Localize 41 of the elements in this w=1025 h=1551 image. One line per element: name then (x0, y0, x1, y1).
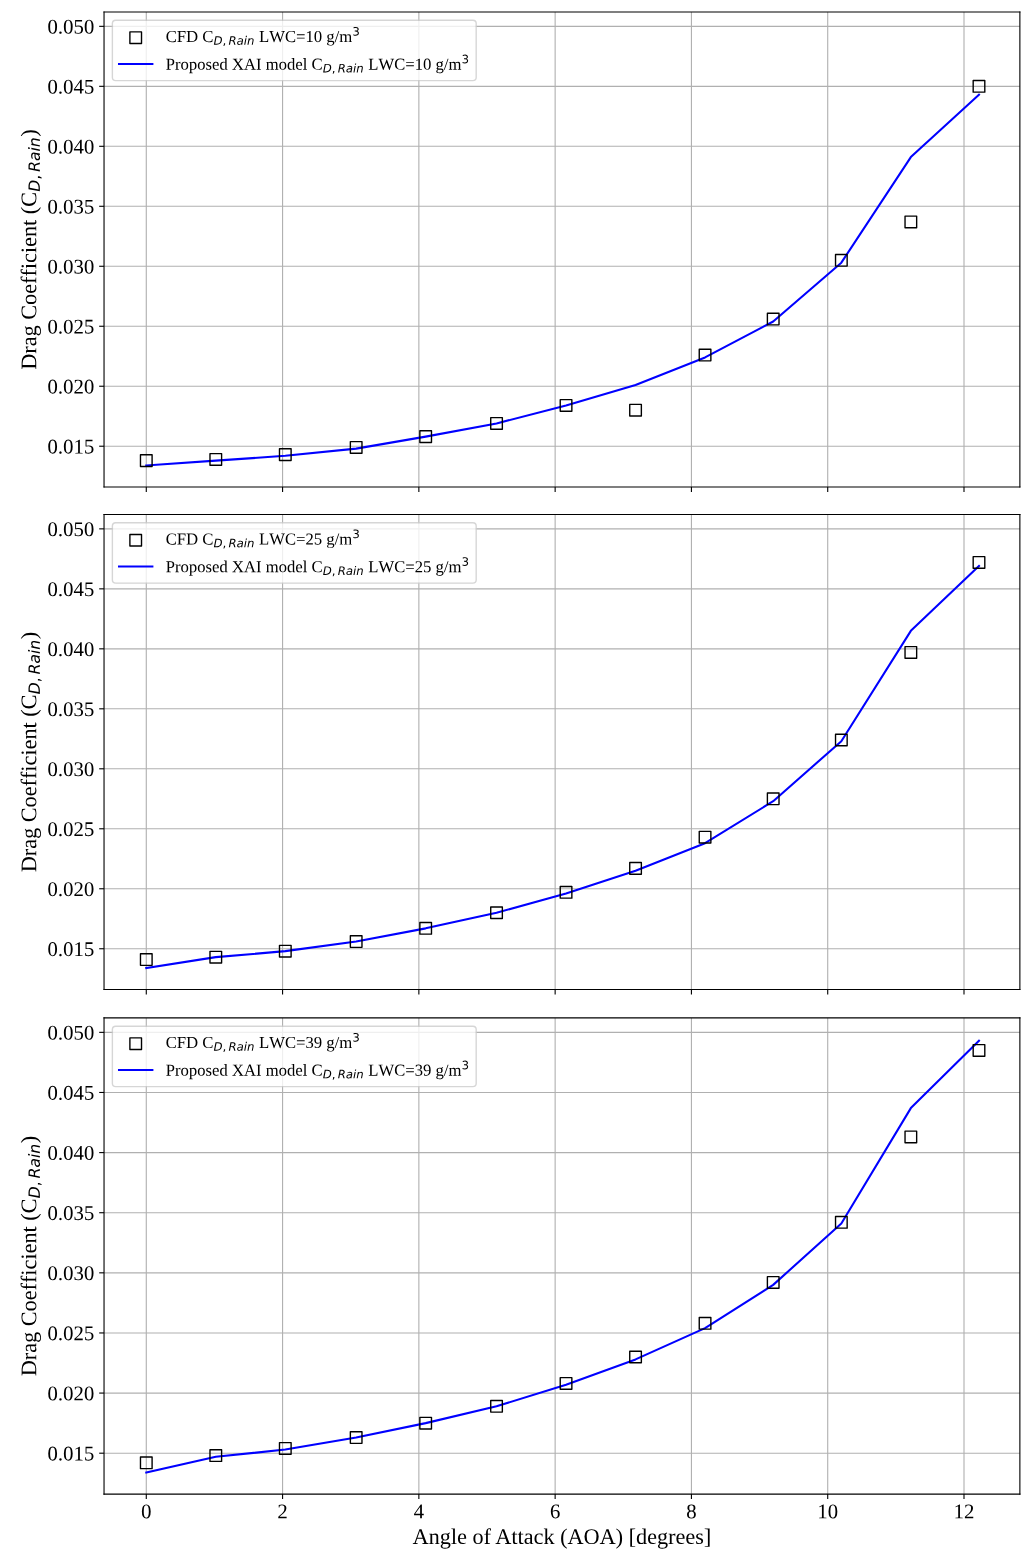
y-tick-label: 0.015 (48, 942, 94, 957)
y-tick-label: 0.040 (48, 642, 94, 657)
y-tick-label: 0.015 (48, 1446, 94, 1461)
y-tick-label: 0.025 (48, 822, 94, 837)
legend-label: Proposed XAI model C$_{D,Rain}$ LWC=39 g/m$^{3}$ (166, 1060, 469, 1080)
x-tick-label: 8 (687, 1504, 696, 1519)
x-tick-label: 0 (141, 1504, 151, 1519)
x-tick-label: 12 (955, 1504, 974, 1519)
y-tick-label: 0.040 (48, 1145, 94, 1161)
legend-label: Proposed XAI model C$_{D,Rain}$ LWC=10 g/m$^{3}$ (166, 54, 469, 74)
y-tick-label: 0.040 (48, 139, 94, 154)
y-axis-title: Drag Coefficient (C$_{D,Rain}$) (20, 632, 42, 872)
y-tick-label: 0.025 (48, 319, 94, 334)
x-tick-label: 6 (550, 1504, 560, 1519)
y-tick-label: 0.045 (48, 79, 94, 94)
y-tick-label: 0.050 (48, 1025, 94, 1040)
y-tick-label: 0.025 (48, 1326, 94, 1341)
y-tick-label: 0.045 (48, 582, 94, 597)
x-tick-label: 2 (278, 1504, 287, 1519)
legend-label: CFD C$_{D,Rain}$ LWC=39 g/m$^{3}$ (166, 1032, 359, 1053)
y-axis-title: Drag Coefficient (C$_{D,Rain}$) (20, 1136, 42, 1376)
y-tick-label: 0.035 (48, 702, 94, 717)
y-tick-label: 0.035 (48, 1206, 94, 1221)
y-tick-label: 0.030 (48, 259, 94, 274)
y-axis-title: Drag Coefficient (C$_{D,Rain}$) (20, 130, 42, 370)
y-tick-label: 0.035 (48, 199, 94, 214)
y-tick-label: 0.050 (48, 19, 94, 34)
legend-label: CFD C$_{D,Rain}$ LWC=10 g/m$^{3}$ (166, 26, 359, 47)
y-tick-label: 0.020 (48, 1386, 94, 1401)
y-tick-label: 0.050 (48, 522, 94, 537)
x-axis-title: Angle of Attack (AOA) [degrees] (412, 1528, 710, 1549)
legend-label: CFD C$_{D,Rain}$ LWC=25 g/m$^{3}$ (166, 529, 359, 549)
y-tick-label: 0.030 (48, 1266, 94, 1281)
x-tick-label: 10 (819, 1504, 838, 1519)
y-tick-label: 0.045 (48, 1085, 94, 1100)
y-tick-label: 0.015 (48, 439, 94, 454)
y-tick-label: 0.020 (48, 379, 94, 394)
legend-label: Proposed XAI model C$_{D,Rain}$ LWC=25 g/m$^{3}$ (166, 557, 469, 577)
x-tick-label: 4 (414, 1504, 424, 1519)
y-tick-label: 0.020 (48, 882, 94, 897)
y-tick-label: 0.030 (48, 762, 94, 777)
